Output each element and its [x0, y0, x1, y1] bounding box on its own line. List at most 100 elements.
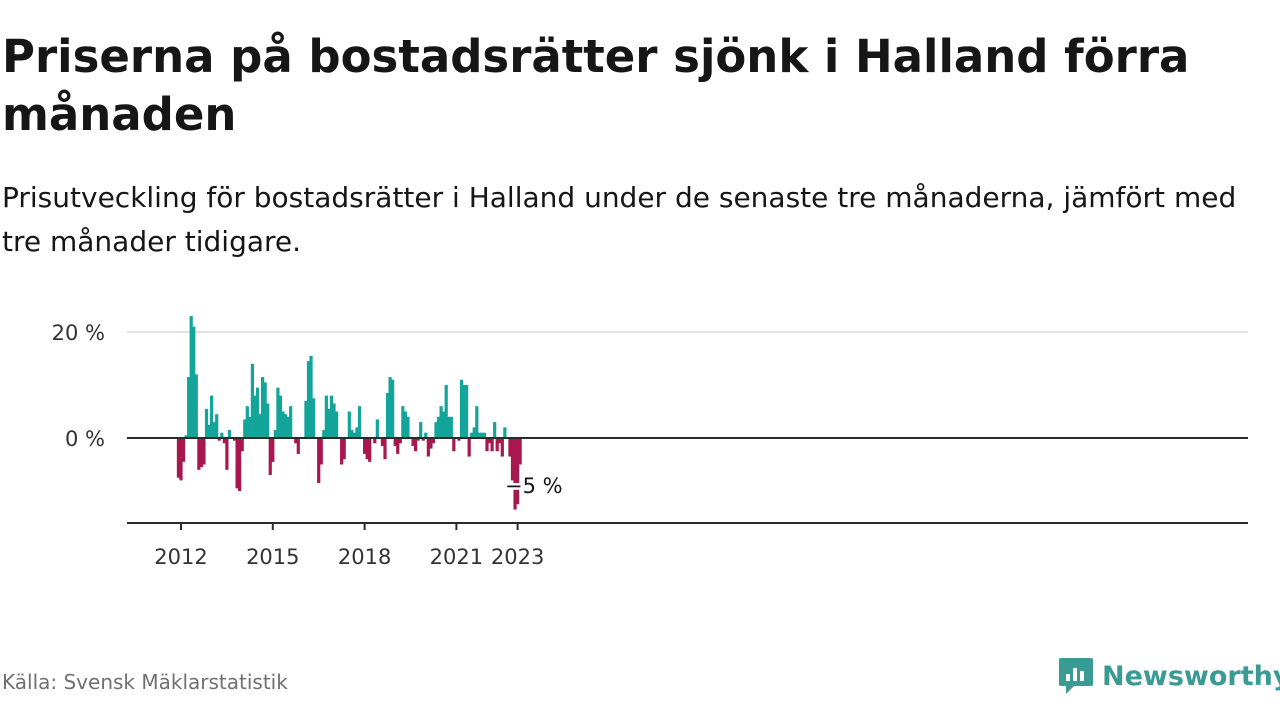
chart-title: Priserna på bostadsrätter sjönk i Hallan… [2, 30, 1190, 141]
bar-negative [500, 438, 504, 457]
bar-positive [286, 416, 290, 438]
bar-positive [253, 395, 257, 438]
x-tick-label: 2012 [154, 545, 207, 569]
bar-positive [401, 406, 405, 438]
bar-negative [373, 438, 377, 444]
bar-positive [391, 379, 395, 438]
bar-negative [467, 438, 471, 457]
bar-positive [255, 387, 260, 438]
bar-negative [513, 438, 517, 510]
bar-negative [508, 438, 512, 457]
bar-positive [192, 326, 196, 438]
bar-positive [406, 416, 410, 438]
bar-negative [485, 438, 489, 452]
bar-positive [332, 403, 336, 438]
bar-negative [340, 438, 344, 465]
bar-negative [368, 438, 372, 462]
bar-negative [393, 438, 397, 446]
bar-negative [510, 438, 515, 481]
bar-positive [309, 355, 313, 438]
bar-negative [452, 438, 456, 452]
bar-negative [498, 438, 502, 444]
bar-negative [516, 438, 520, 505]
x-tick-label: 2018 [338, 545, 391, 569]
bar-negative [268, 438, 272, 476]
bar-negative [240, 438, 244, 452]
bar-positive [449, 416, 453, 438]
newsworthy-logo[interactable]: Newsworthy [1058, 655, 1280, 697]
bar-negative [490, 438, 494, 452]
bar-positive [189, 316, 193, 438]
bar-positive [207, 424, 211, 438]
bar-positive [439, 406, 443, 438]
bar-negative [365, 438, 369, 460]
bar-positive [194, 374, 198, 438]
bar-positive [227, 430, 232, 438]
bar-positive [375, 419, 379, 438]
bar-negative [411, 438, 415, 446]
bars [176, 316, 522, 510]
bar-negative [176, 438, 181, 478]
bar-negative [235, 438, 239, 489]
bar-negative [487, 438, 492, 444]
bar-positive [482, 432, 487, 438]
bar-positive [322, 430, 326, 438]
bar-positive [436, 416, 441, 438]
bar-negative [222, 438, 226, 444]
brand-name: Newsworthy [1102, 660, 1280, 692]
bar-negative [181, 438, 186, 462]
bar-negative [232, 438, 237, 441]
bar-positive [187, 377, 191, 438]
bar-negative [431, 438, 436, 444]
source-note: Källa: Svensk Mäklarstatistik [2, 670, 288, 694]
bar-negative [319, 438, 323, 465]
bar-positive [472, 427, 476, 438]
bar-positive [204, 408, 209, 438]
bar-negative [518, 438, 522, 465]
bar-positive [210, 395, 214, 438]
bar-positive [388, 377, 392, 438]
bar-positive [245, 406, 249, 438]
bar-positive [306, 361, 311, 438]
bar-negative [271, 438, 275, 462]
bar-positive [442, 411, 446, 438]
bar-chart: 0 % 20 % 2012 2015 2018 2021 2023 −5 % [52, 316, 1248, 569]
bar-positive [334, 411, 339, 438]
bar-positive [261, 377, 265, 438]
x-tick-label: 2015 [246, 545, 299, 569]
bar-negative [202, 438, 206, 465]
tick-labels: 0 % 20 % 2012 2015 2018 2021 2023 −5 % [52, 321, 566, 569]
bar-negative [429, 438, 433, 449]
bar-negative [414, 438, 418, 452]
axes [127, 437, 1248, 530]
bar-positive [350, 430, 354, 438]
bar-negative [416, 438, 420, 441]
bar-negative [396, 438, 400, 454]
bar-negative [238, 438, 242, 491]
bar-positive [276, 387, 280, 438]
bar-negative [197, 438, 201, 470]
bar-positive [477, 432, 481, 438]
last-value-annotation: −5 % [505, 474, 563, 498]
bar-negative [457, 438, 461, 441]
bar-positive [355, 427, 359, 438]
bar-negative [217, 438, 221, 441]
y-tick-label: 20 % [52, 321, 105, 345]
bar-positive [503, 427, 507, 438]
bar-positive [465, 385, 469, 438]
newsworthy-logo-icon [1059, 658, 1093, 694]
bar-positive [480, 432, 484, 438]
bar-positive [266, 403, 270, 438]
bar-positive [419, 422, 423, 438]
bar-positive [220, 432, 224, 438]
bar-positive [444, 385, 448, 438]
x-tick-label: 2021 [430, 545, 483, 569]
bar-positive [470, 432, 474, 438]
bar-positive [212, 422, 216, 438]
bar-negative [383, 438, 387, 460]
bar-positive [281, 411, 285, 438]
bar-negative [296, 438, 300, 454]
bar-positive [327, 408, 331, 438]
bar-positive [312, 398, 316, 438]
y-tick-label: 0 % [65, 427, 105, 451]
